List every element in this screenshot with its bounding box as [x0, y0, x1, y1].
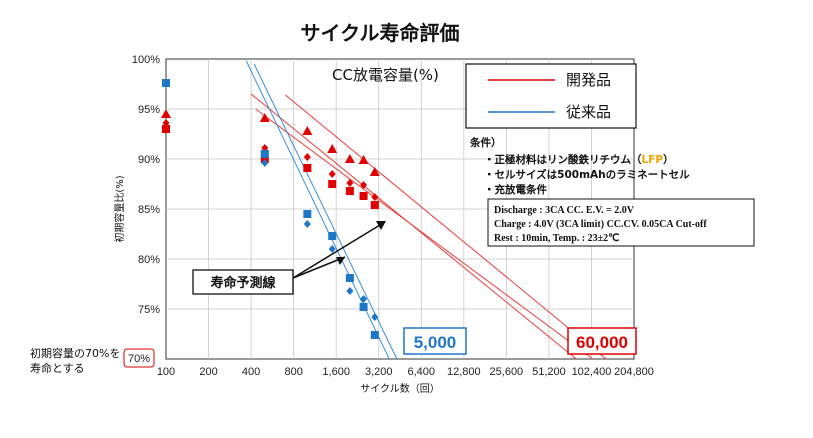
square-marker: [328, 180, 337, 188]
square-marker: [260, 150, 269, 158]
triangle-marker: [344, 154, 355, 163]
triangle-marker: [369, 167, 380, 176]
life-prediction-box: [192, 269, 294, 295]
threshold-note-line1: 初期容量の70%を: [30, 346, 120, 360]
y-tick-label: 100%: [132, 54, 160, 66]
trend-line: [255, 108, 594, 360]
x-tick-label: 102,400: [572, 366, 612, 378]
y-tick-label: 80%: [138, 254, 160, 266]
y-tick-labels: 75% 80% 85% 90% 95% 100%: [132, 54, 160, 316]
trend-line: [245, 60, 390, 360]
square-marker: [345, 274, 354, 282]
x-tick-label: 100: [157, 366, 175, 378]
conditions-box: [487, 198, 755, 247]
diamond-marker: [360, 295, 368, 303]
life-prediction-label: 寿命予測線: [210, 275, 276, 291]
square-marker: [303, 210, 312, 218]
x-tick-label: 200: [199, 366, 217, 378]
new-life-value: 60,000: [576, 333, 628, 352]
triangle-marker: [161, 109, 171, 118]
y70-box: [123, 348, 155, 368]
diamond-marker: [328, 170, 336, 178]
x-axis-label: サイクル数（回）: [360, 382, 440, 395]
square-marker: [162, 79, 170, 87]
callout-arrowhead-old: [336, 257, 345, 265]
square-marker: [303, 164, 312, 172]
x-tick-label: 12,800: [447, 366, 481, 378]
x-tick-label: 400: [242, 366, 260, 378]
triangle-marker: [259, 113, 270, 122]
x-tick-label: 800: [284, 366, 302, 378]
callout-arrow-old: [292, 256, 346, 279]
square-marker: [359, 192, 368, 200]
x-tick-label: 6,400: [408, 366, 436, 378]
x-tick-label: 204,800: [614, 366, 654, 378]
chart-subtitle: CC放電容量(%): [332, 66, 439, 84]
x-tick-label: 51,200: [532, 366, 566, 378]
trend-line: [285, 94, 607, 360]
threshold-note-line2: 寿命とする: [30, 361, 85, 375]
diamond-marker: [303, 153, 311, 161]
diamond-marker: [328, 245, 336, 253]
rest-condition: Rest : 10min, Temp. : 23±2℃: [494, 233, 619, 244]
diamond-marker: [360, 181, 368, 189]
trend-line: [253, 63, 398, 360]
legend-label-new: 開発品: [566, 71, 611, 89]
y-tick-label: 75%: [138, 304, 160, 316]
legend-box: [465, 63, 637, 129]
triangle-marker: [358, 155, 369, 164]
new-life-box: [567, 327, 637, 355]
diamond-marker: [346, 179, 354, 187]
conditions-header: 条件）: [469, 136, 502, 149]
charge-condition: Charge : 4.0V (3CA limit) CC.CV. 0.05CA …: [494, 219, 707, 230]
x-tick-label: 25,600: [490, 366, 524, 378]
y-axis-label: 初期容量比(%): [113, 175, 126, 242]
square-marker: [359, 303, 368, 311]
y-tick-label: 95%: [138, 104, 160, 116]
diamond-marker: [371, 193, 379, 201]
diamond-marker: [371, 313, 379, 321]
y-tick-label: 90%: [138, 154, 160, 166]
x-tick-labels: 100 200 400 800 1,600 3,200 6,400 12,800 25,600 5…: [157, 366, 654, 378]
square-marker: [162, 125, 170, 133]
diamond-marker: [303, 220, 311, 228]
y-tick-label: 85%: [138, 204, 160, 216]
callout-arrow-new: [292, 224, 381, 279]
diamond-marker: [346, 287, 354, 295]
chart-title: サイクル寿命評価: [301, 21, 460, 45]
triangle-marker: [302, 126, 313, 135]
square-marker: [345, 187, 354, 195]
x-tick-label: 3,200: [365, 366, 393, 378]
condition-cathode-close: ）: [663, 153, 674, 166]
legend-label-old: 従来品: [566, 103, 611, 121]
diamond-marker: [261, 159, 269, 167]
old-life-value: 5,000: [414, 333, 457, 352]
condition-cell: ・セルサイズは500mAhのラミネートセル: [484, 168, 690, 181]
grid: [166, 59, 634, 359]
condition-charge: ・充放電条件: [484, 183, 547, 196]
x-tick-label: 1,600: [322, 366, 350, 378]
condition-cathode-text: ・正極材料はリン酸鉄リチウム（: [484, 153, 642, 166]
data-points: [161, 79, 380, 339]
condition-cathode: ・正極材料はリン酸鉄リチウム（LFP）: [484, 153, 674, 166]
square-marker: [370, 201, 379, 209]
lfp-label: LFP: [642, 154, 664, 166]
old-life-box: [403, 327, 467, 355]
callout-arrowhead-new: [376, 221, 386, 230]
square-marker: [370, 331, 379, 339]
square-marker: [328, 232, 337, 240]
triangle-marker: [327, 144, 338, 153]
y70-label: 70%: [128, 353, 150, 365]
discharge-condition: Discharge : 3CA CC. E.V. = 2.0V: [494, 205, 635, 216]
